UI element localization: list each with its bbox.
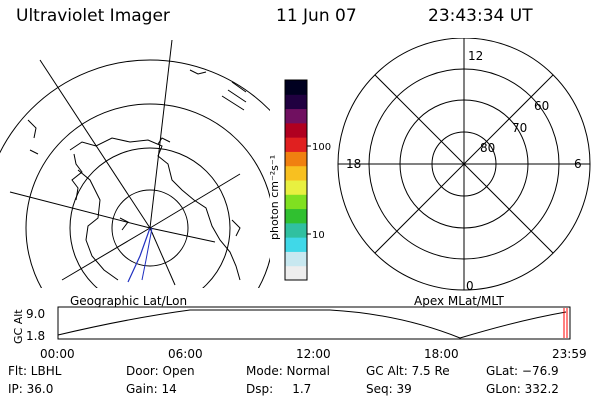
info-ip: IP: 36.0: [8, 382, 54, 396]
time-tick-2359: 23:59: [552, 347, 587, 361]
altitude-strip: GC Alt 9.0 1.8 00:00 06:00 12:00 18:00 2…: [12, 306, 587, 361]
time-label: 23:43:34 UT: [428, 6, 533, 26]
time-tick-0600: 06:00: [168, 347, 203, 361]
alt-tick-high: 9.0: [26, 307, 45, 321]
colorbar-band: [285, 122, 307, 138]
mlt-label-0: 0: [466, 279, 474, 293]
mlat-label-80: 80: [480, 141, 495, 155]
apex-label: Apex MLat/MLT: [414, 294, 504, 308]
instrument-title: Ultraviolet Imager: [16, 6, 170, 26]
colorbar-gradient: [285, 80, 307, 281]
colorbar-band: [285, 251, 307, 267]
time-tick-0000: 00:00: [40, 347, 75, 361]
colorbar-unit-label: photon cm⁻²s⁻¹: [268, 155, 281, 240]
colorbar-band: [285, 165, 307, 181]
time-tick-1200: 12:00: [296, 347, 331, 361]
colorbar-band: [285, 108, 307, 124]
colorbar-tick-10: 10: [312, 230, 325, 241]
colorbar-band: [285, 137, 307, 152]
info-gain: Gain: 14: [126, 382, 177, 396]
colorbar-band: [285, 180, 307, 195]
colorbar-tick-100: 100: [312, 142, 331, 153]
date-label: 11 Jun 07: [276, 6, 357, 26]
colorbar-band: [285, 222, 307, 238]
colorbar-band: [285, 237, 307, 252]
gc-alt-axis-label: GC Alt: [12, 309, 25, 344]
info-flt: Flt: LBHL: [8, 364, 62, 378]
alt-tick-low: 1.8: [26, 329, 45, 343]
colorbar: 100 10 photon cm⁻²s⁻¹: [268, 79, 331, 281]
info-door: Door: Open: [126, 364, 195, 378]
info-glat: GLat: −76.9: [486, 364, 559, 378]
info-seq: Seq: 39: [366, 382, 412, 396]
info-glon: GLon: 332.2: [486, 382, 559, 396]
colorbar-band: [285, 80, 307, 95]
apex-polar-grid: 12 18 6 0 60 70 80: [337, 38, 591, 293]
colorbar-band: [285, 94, 307, 110]
info-mode: Mode: Normal: [246, 364, 330, 378]
mlat-label-60: 60: [534, 99, 549, 113]
colorbar-band: [285, 265, 307, 281]
mlt-label-6: 6: [574, 157, 582, 171]
colorbar-band: [285, 208, 307, 224]
colorbar-band: [285, 151, 307, 167]
info-dsp: Dsp: 1.7: [246, 382, 312, 396]
colorbar-band: [285, 194, 307, 210]
geographic-map: [0, 39, 270, 288]
mlt-label-12: 12: [468, 49, 483, 63]
geographic-label: Geographic Lat/Lon: [70, 294, 188, 308]
mlt-label-18: 18: [346, 157, 361, 171]
info-gc-alt: GC Alt: 7.5 Re: [366, 364, 450, 378]
mlat-label-70: 70: [512, 121, 527, 135]
time-tick-1800: 18:00: [424, 347, 459, 361]
